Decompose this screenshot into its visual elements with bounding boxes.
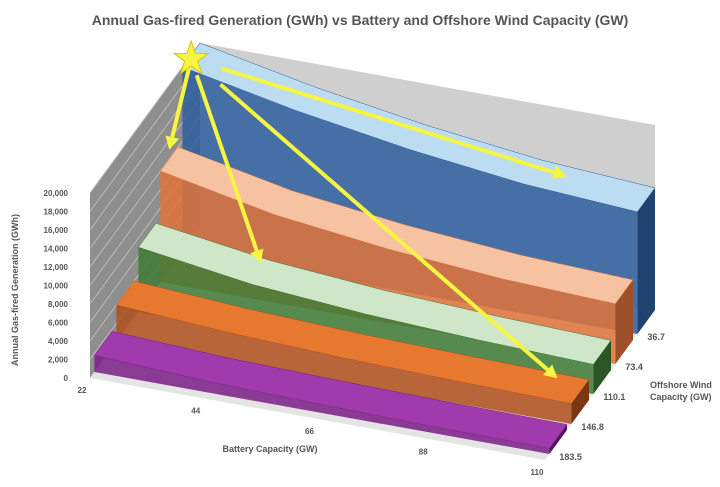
annotation-arrow: [170, 65, 192, 138]
x-axis-label: Battery Capacity (GW): [222, 444, 317, 454]
x-tick-label: 66: [305, 427, 314, 436]
y-tick-label: 10,000: [44, 282, 69, 291]
y-tick-label: 6,000: [48, 319, 69, 328]
chart-annotations: [165, 39, 567, 379]
annotation-arrowhead: [552, 165, 567, 180]
gridline: [89, 61, 201, 212]
y-tick-label: 18,000: [44, 208, 69, 217]
gridline: [89, 116, 201, 268]
z-tick-label: 146.8: [581, 422, 604, 432]
series-end-face: [637, 187, 655, 334]
gridline: [89, 98, 201, 249]
y-tick-label: 12,000: [44, 263, 69, 272]
y-axis-label: Annual Gas-fired Generation (GWh): [10, 214, 20, 366]
x-tick-label: 22: [78, 386, 87, 395]
z-tick-label: 73.4: [625, 362, 643, 372]
z-axis-label-line1: Offshore Wind: [650, 380, 712, 390]
chart-ticks: 36.7 73.4 110.1 146.8 183.5 0 2,000 4,000 6,000 8…: [44, 189, 665, 477]
series-end-face: [593, 340, 611, 394]
series-183.5: [93, 331, 568, 454]
series-front-face: [138, 247, 594, 394]
annotation-arrowhead: [543, 364, 558, 379]
y-tick-label: 20,000: [44, 189, 69, 198]
y-tick-label: 0: [64, 374, 69, 383]
annotation-arrowhead: [165, 135, 180, 150]
series-front-face: [94, 355, 550, 454]
x-tick-label: 110: [531, 468, 544, 477]
x-tick-label: 44: [191, 407, 200, 416]
annotation-arrow: [220, 66, 555, 175]
z-axis-label: Offshore Wind Capacity (GW): [650, 380, 712, 402]
z-axis-label-line2: Capacity (GW): [650, 392, 712, 402]
gridline: [89, 42, 201, 194]
y-tick-label: 14,000: [44, 245, 69, 254]
chart-series: [93, 42, 656, 454]
x-tick-label: 88: [419, 448, 428, 457]
series-end-face: [615, 279, 633, 364]
z-tick-label: 183.5: [559, 452, 582, 462]
star-icon: [172, 39, 210, 75]
annotation-arrowhead: [250, 248, 264, 264]
y-tick-label: 8,000: [48, 300, 69, 309]
annotation-arrow: [219, 83, 549, 372]
annotation-arrow: [194, 74, 259, 252]
z-tick-label: 36.7: [647, 332, 665, 342]
y-tick-label: 16,000: [44, 226, 69, 235]
series-end-face: [571, 379, 589, 424]
y-tick-label: 4,000: [48, 337, 69, 346]
series-front-face: [116, 305, 572, 424]
series-146.8: [115, 280, 590, 424]
z-tick-label: 110.1: [603, 392, 625, 402]
series-end-face: [549, 424, 567, 454]
y-tick-label: 2,000: [48, 356, 69, 365]
chart-title: Annual Gas-fired Generation (GWh) vs Bat…: [91, 12, 629, 28]
series-front-face: [160, 171, 616, 364]
